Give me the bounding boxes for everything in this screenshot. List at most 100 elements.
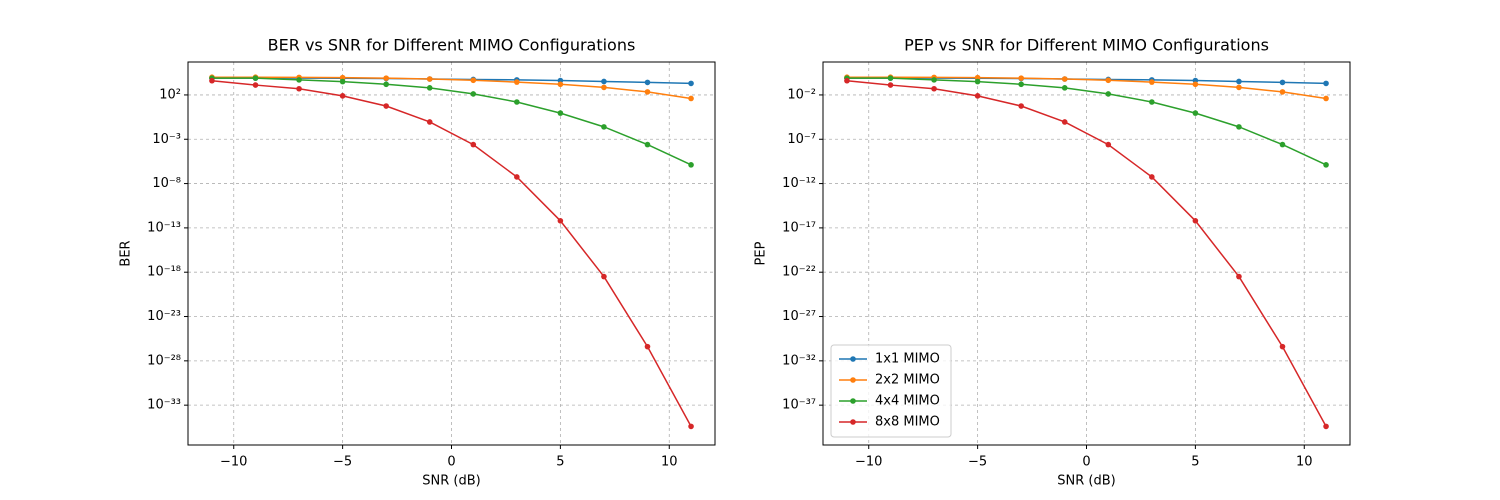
point xyxy=(1323,80,1329,87)
chart-title: PEP vs SNR for Different MIMO Configurat… xyxy=(904,36,1269,55)
point xyxy=(296,77,302,83)
x-tick-label: 5 xyxy=(556,455,564,470)
legend-marker xyxy=(850,398,856,404)
series-line xyxy=(846,79,1327,427)
x-tick-label: 0 xyxy=(447,455,455,470)
point xyxy=(1192,110,1199,116)
point xyxy=(1018,81,1024,88)
point xyxy=(426,119,433,125)
legend-marker xyxy=(850,419,856,425)
point xyxy=(1323,95,1329,102)
y-tick-label: 10⁻² xyxy=(787,87,816,102)
point xyxy=(209,77,215,84)
point xyxy=(296,85,302,92)
point xyxy=(514,99,520,105)
point xyxy=(644,343,651,350)
series-line xyxy=(211,79,692,427)
point xyxy=(1279,79,1286,86)
y-tick-label: 10⁻²⁸ xyxy=(147,353,181,368)
x-tick-label: −5 xyxy=(333,455,352,470)
point xyxy=(1236,124,1242,130)
point xyxy=(1236,273,1242,280)
point xyxy=(931,77,937,83)
point xyxy=(688,162,694,168)
point xyxy=(383,75,389,81)
point xyxy=(1192,218,1199,224)
y-tick-label: 10⁻³³ xyxy=(147,398,181,413)
point xyxy=(470,77,477,84)
y-tick-label: 10⁻³ xyxy=(152,132,181,147)
x-tick-label: −10 xyxy=(855,455,882,470)
point xyxy=(1061,85,1068,91)
point xyxy=(1149,174,1155,180)
point xyxy=(1279,141,1286,148)
point xyxy=(644,141,651,148)
point xyxy=(1149,99,1155,105)
point xyxy=(339,93,346,99)
point xyxy=(1061,76,1068,82)
point xyxy=(688,80,694,87)
y-axis-label: BER xyxy=(119,240,134,266)
point xyxy=(1236,78,1242,85)
x-tick-label: 0 xyxy=(1082,455,1090,470)
point xyxy=(688,423,694,430)
series-line xyxy=(846,76,1327,100)
x-tick-label: 10 xyxy=(661,455,678,470)
point xyxy=(514,174,520,180)
point xyxy=(688,95,694,102)
y-tick-label: 10⁻⁸ xyxy=(152,176,181,191)
point xyxy=(1105,91,1112,97)
point xyxy=(1236,84,1242,91)
y-tick-label: 10⁻¹³ xyxy=(147,220,181,235)
point xyxy=(1279,343,1286,350)
point xyxy=(601,124,607,130)
y-tick-label: 10⁻³⁷ xyxy=(782,398,816,413)
point xyxy=(974,78,981,85)
y-tick-label: 10⁻²² xyxy=(782,265,816,280)
y-tick-label: 10⁻⁷ xyxy=(787,132,816,147)
chart-title: BER vs SNR for Different MIMO Configurat… xyxy=(268,36,636,55)
series-line xyxy=(846,77,1327,166)
point xyxy=(514,79,520,85)
y-tick-label: 10⁻²³ xyxy=(147,309,181,324)
x-tick-label: 5 xyxy=(1191,455,1199,470)
legend-box xyxy=(830,344,952,438)
point xyxy=(601,78,607,85)
point xyxy=(1105,77,1112,84)
x-tick-label: 10 xyxy=(1296,455,1313,470)
y-axis-label: PEP xyxy=(754,241,769,265)
point xyxy=(1279,89,1286,95)
point xyxy=(1105,141,1112,148)
point xyxy=(339,74,346,81)
axes-frame xyxy=(187,61,716,446)
legend-label: 8x8 MIMO xyxy=(875,415,940,430)
point xyxy=(974,93,981,99)
point xyxy=(426,76,433,82)
point xyxy=(844,77,850,84)
point xyxy=(470,141,477,148)
point xyxy=(1323,423,1329,430)
y-tick-label: 10⁻¹⁸ xyxy=(147,265,181,280)
y-tick-label: 10⁻¹² xyxy=(782,176,816,191)
point xyxy=(931,85,937,92)
legend-label: 2x2 MIMO xyxy=(875,373,940,388)
point xyxy=(1192,81,1199,88)
legend-label: 4x4 MIMO xyxy=(875,394,940,409)
series-line xyxy=(211,76,692,100)
point xyxy=(1149,79,1155,85)
point xyxy=(557,110,564,116)
point xyxy=(383,81,389,88)
x-axis-label: SNR (dB) xyxy=(1057,474,1115,489)
point xyxy=(383,103,389,109)
y-tick-label: 10⁻¹⁷ xyxy=(782,220,816,235)
point xyxy=(426,85,433,91)
point xyxy=(339,78,346,85)
x-tick-label: −5 xyxy=(968,455,987,470)
point xyxy=(252,75,259,81)
point xyxy=(644,89,651,95)
series-line xyxy=(211,77,692,166)
point xyxy=(887,82,894,88)
point xyxy=(252,82,259,88)
point xyxy=(601,273,607,280)
